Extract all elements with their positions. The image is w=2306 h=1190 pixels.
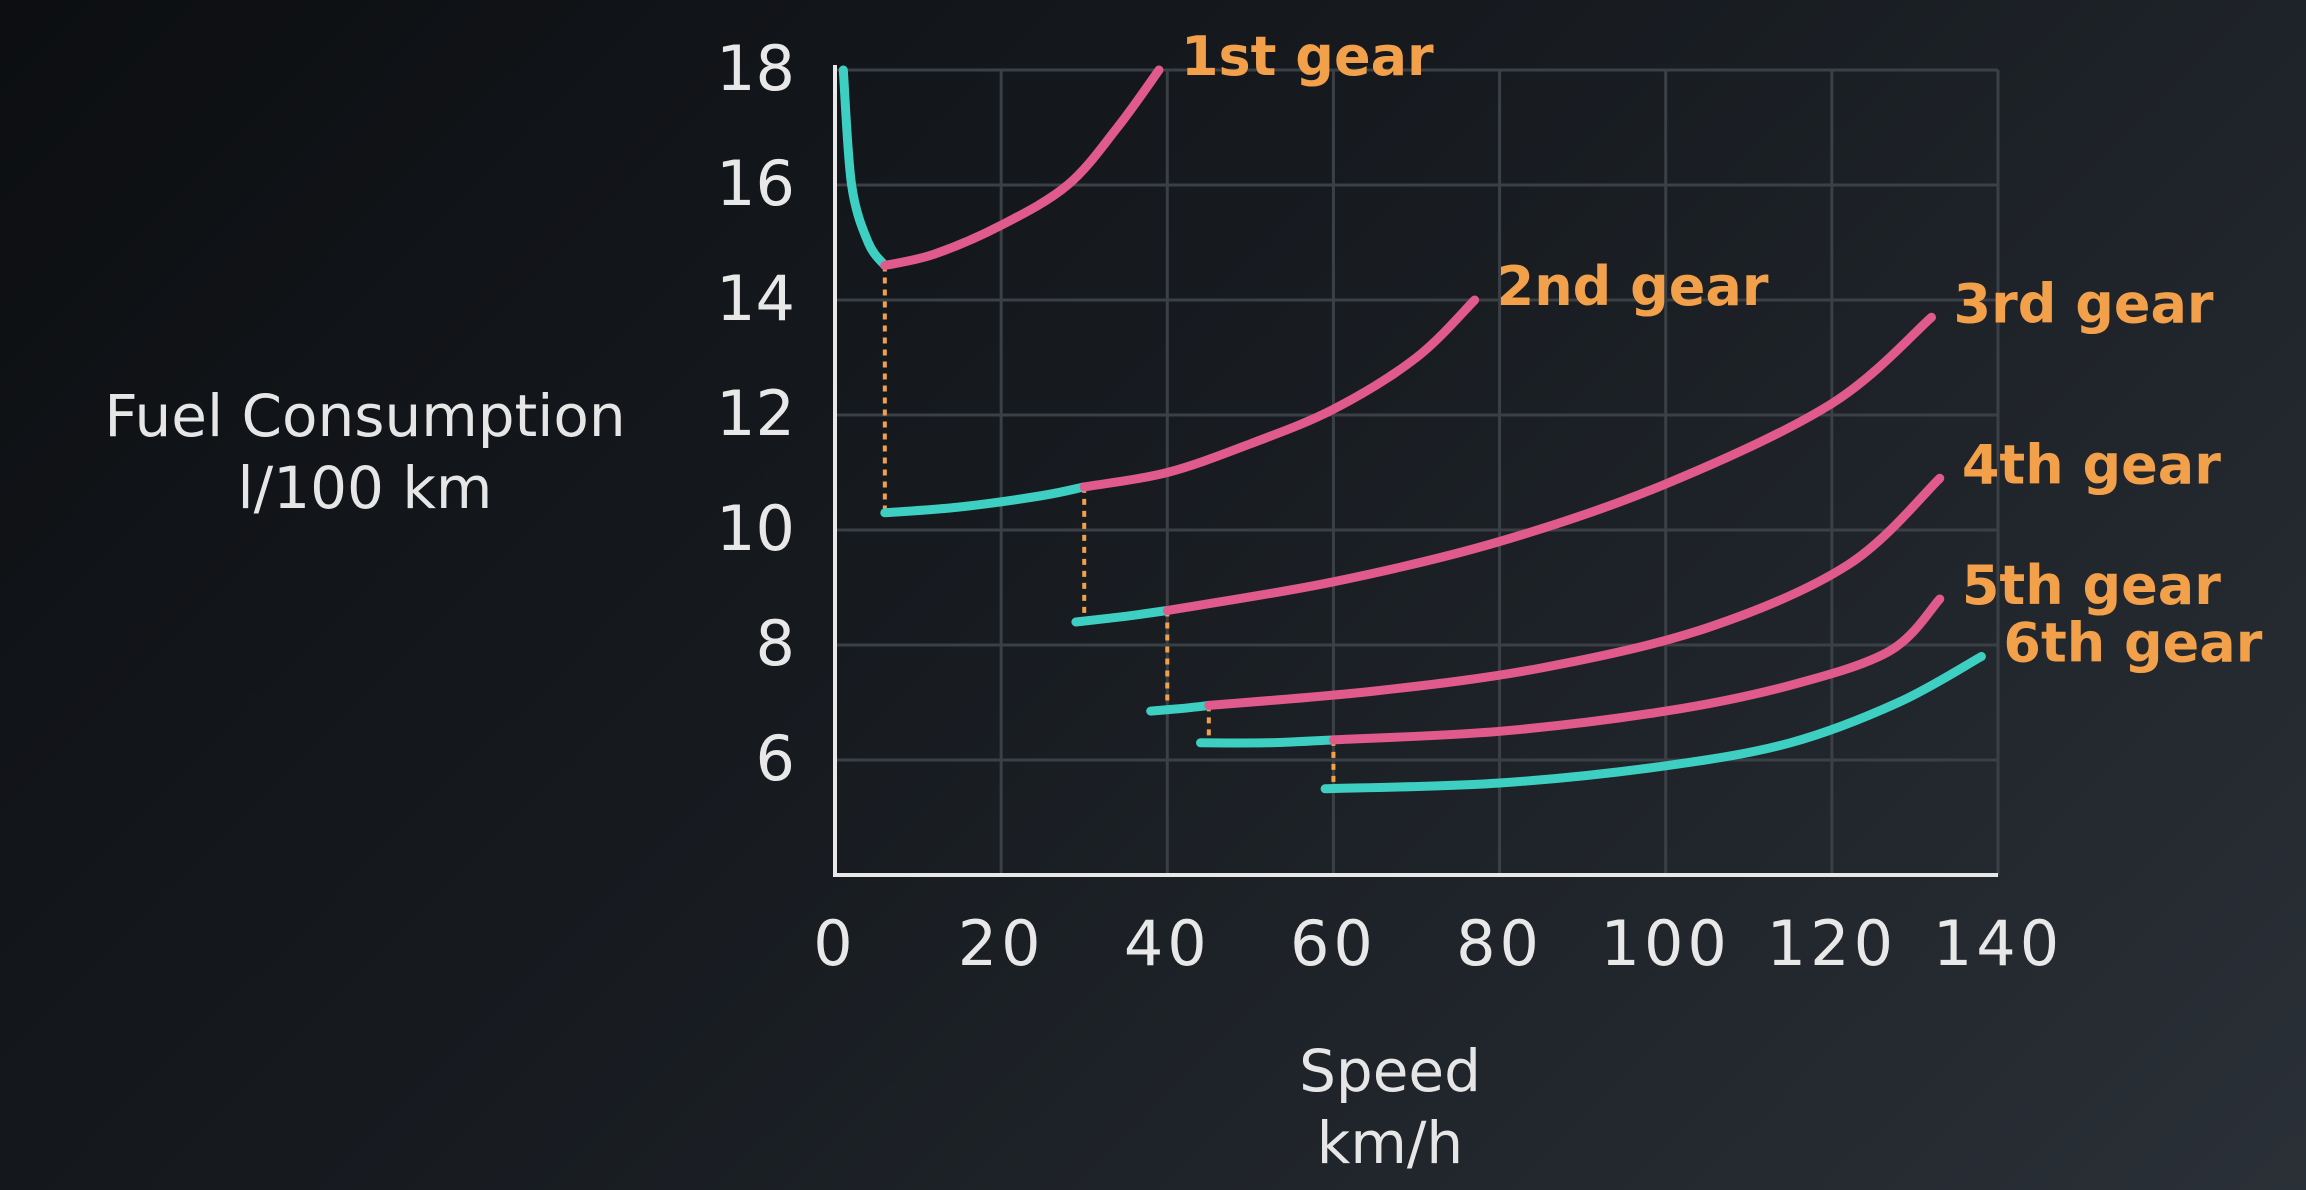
gear-transition-lines <box>882 265 1336 789</box>
gear-2-inefficient-curve <box>1079 295 1480 492</box>
y-tick-label: 18 <box>716 32 795 105</box>
series-label-gear-6: 6th gear <box>2003 612 2262 675</box>
x-tick-label: 0 <box>813 907 856 980</box>
gear-5-inefficient-curve <box>1328 594 1945 745</box>
gear-curves <box>838 65 1986 794</box>
x-tick-label: 80 <box>1456 907 1543 980</box>
series-label-gear-1: 1st gear <box>1181 25 1434 88</box>
y-tick-label: 10 <box>716 492 795 565</box>
gear-2-optimal-curve <box>880 482 1089 518</box>
x-axis-label-line-2: km/h <box>1316 1109 1464 1177</box>
x-tick-label: 120 <box>1767 907 1897 980</box>
y-tick-label: 14 <box>716 262 795 335</box>
series-label-gear-2: 2nd gear <box>1497 255 1769 318</box>
gear-4-optimal-curve <box>1146 700 1214 716</box>
series-label-gear-4: 4th gear <box>1962 433 2221 496</box>
x-axis-label-line-1: Speed <box>1299 1037 1481 1105</box>
y-tick-label: 8 <box>756 607 795 680</box>
series-label-gear-3: 3rd gear <box>1954 272 2214 335</box>
y-axis-label-line-1: Fuel Consumption <box>104 382 626 450</box>
y-axis-label: Fuel Consumption l/100 km <box>60 380 670 524</box>
x-tick-label: 100 <box>1601 907 1731 980</box>
x-tick-label: 60 <box>1290 907 1377 980</box>
gear-3-optimal-curve <box>1071 606 1172 627</box>
series-labels: 1st gear 2nd gear 3rd gear 4th gear 5th gear… <box>1181 25 2263 675</box>
tick-labels: 6 8 10 12 14 16 18 0 20 40 60 80 100 120 140 <box>716 32 2063 980</box>
axes <box>833 65 1998 877</box>
gear-6-optimal-curve <box>1320 652 1986 794</box>
y-tick-label: 16 <box>716 147 795 220</box>
gear-3-inefficient-curve <box>1162 312 1936 615</box>
x-tick-label: 140 <box>1933 907 2063 980</box>
y-tick-label: 6 <box>756 722 795 795</box>
x-axis-label: Speed km/h <box>1140 1035 1640 1179</box>
x-tick-label: 40 <box>1124 907 1211 980</box>
x-tick-label: 20 <box>958 907 1045 980</box>
gear-1-optimal-curve <box>838 65 890 270</box>
y-tick-label: 12 <box>716 377 795 450</box>
series-label-gear-5: 5th gear <box>1962 554 2221 617</box>
y-axis-label-line-2: l/100 km <box>237 454 493 522</box>
gear-1-inefficient-curve <box>880 65 1164 270</box>
gear-4-inefficient-curve <box>1204 473 1945 710</box>
grid-lines <box>835 68 2000 875</box>
gear-5-optimal-curve <box>1196 735 1338 748</box>
